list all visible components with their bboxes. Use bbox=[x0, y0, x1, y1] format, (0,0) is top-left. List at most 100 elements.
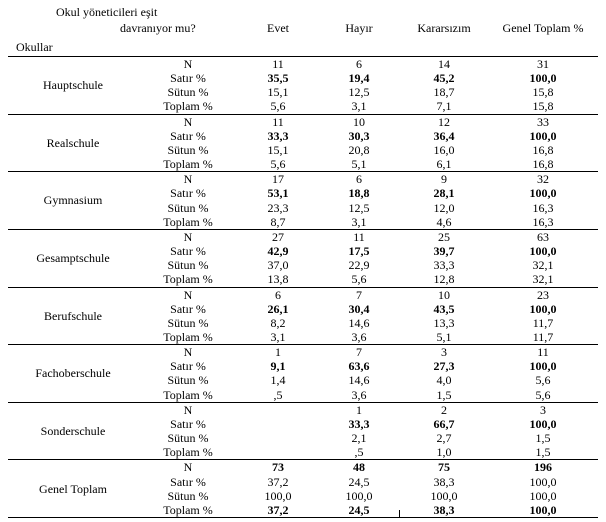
metric-label: Sütun % bbox=[138, 143, 238, 157]
column-headers: Evet Hayır Kararsızım Genel Toplam % bbox=[8, 21, 598, 36]
cell-karar: 75 bbox=[400, 460, 488, 475]
cell-hayir: 6 bbox=[318, 57, 400, 71]
metric-label: Toplam % bbox=[138, 330, 238, 345]
cell-hayir: 3,1 bbox=[318, 99, 400, 114]
cell-total: 196 bbox=[488, 460, 598, 475]
cell-hayir: 33,3 bbox=[318, 417, 400, 431]
cell-total: 16,3 bbox=[488, 215, 598, 230]
metric-label: Sütun % bbox=[138, 489, 238, 503]
cell-karar: 2 bbox=[400, 402, 488, 417]
cell-evet: 23,3 bbox=[238, 201, 318, 215]
cell-evet: 35,5 bbox=[238, 71, 318, 85]
table-header: Okul yöneticileri eşit davranıyor mu? Ok… bbox=[8, 4, 598, 57]
cell-karar: 16,0 bbox=[400, 143, 488, 157]
table-row: Genel ToplamN734875196 bbox=[8, 460, 598, 475]
cell-evet: 3,1 bbox=[238, 330, 318, 345]
header-question-line1: Okul yöneticileri eşit bbox=[56, 6, 157, 20]
cell-evet: 37,0 bbox=[238, 258, 318, 272]
school-name: Genel Toplam bbox=[8, 460, 138, 518]
data-table: HauptschuleN1161431Satır %35,519,445,210… bbox=[8, 57, 598, 518]
metric-label: Toplam % bbox=[138, 503, 238, 518]
metric-label: Satır % bbox=[138, 186, 238, 200]
cell-evet: 73 bbox=[238, 460, 318, 475]
cell-evet: 26,1 bbox=[238, 302, 318, 316]
cell-total: 3 bbox=[488, 402, 598, 417]
cell-karar: 3 bbox=[400, 345, 488, 360]
cell-total: 100,0 bbox=[488, 71, 598, 85]
cell-hayir: 100,0 bbox=[318, 489, 400, 503]
cell-evet: 5,6 bbox=[238, 157, 318, 172]
cell-total: 100,0 bbox=[488, 129, 598, 143]
cell-hayir: 11 bbox=[318, 229, 400, 244]
school-name: Realschule bbox=[8, 114, 138, 172]
table-row: SonderschuleN123 bbox=[8, 402, 598, 417]
table-row: FachoberschuleN17311 bbox=[8, 345, 598, 360]
metric-label: N bbox=[138, 229, 238, 244]
cell-karar: 13,3 bbox=[400, 316, 488, 330]
metric-label: N bbox=[138, 345, 238, 360]
metric-label: Sütun % bbox=[138, 258, 238, 272]
cell-evet bbox=[238, 431, 318, 445]
table-row: GesamptschuleN27112563 bbox=[8, 229, 598, 244]
metric-label: Satır % bbox=[138, 244, 238, 258]
cell-evet: 33,3 bbox=[238, 129, 318, 143]
cell-karar: 1,0 bbox=[400, 445, 488, 460]
cell-karar: 100,0 bbox=[400, 489, 488, 503]
metric-label: Toplam % bbox=[138, 215, 238, 230]
col-total: Genel Toplam % bbox=[488, 21, 598, 36]
cell-hayir: 5,6 bbox=[318, 272, 400, 287]
cell-karar: 5,1 bbox=[400, 330, 488, 345]
school-name: Hauptschule bbox=[8, 57, 138, 114]
cell-hayir: 63,6 bbox=[318, 359, 400, 373]
cell-karar: 45,2 bbox=[400, 71, 488, 85]
cell-total: 100,0 bbox=[488, 244, 598, 258]
cell-evet: 37,2 bbox=[238, 503, 318, 518]
metric-label: Sütun % bbox=[138, 316, 238, 330]
cell-total: 32,1 bbox=[488, 258, 598, 272]
cell-karar: 25 bbox=[400, 229, 488, 244]
cell-total: 11 bbox=[488, 345, 598, 360]
cell-total: 31 bbox=[488, 57, 598, 71]
cell-evet: 8,7 bbox=[238, 215, 318, 230]
cell-karar: 6,1 bbox=[400, 157, 488, 172]
cell-total: 100,0 bbox=[488, 489, 598, 503]
cell-hayir: 3,6 bbox=[318, 388, 400, 403]
metric-label: Toplam % bbox=[138, 99, 238, 114]
cell-hayir: 7 bbox=[318, 345, 400, 360]
cell-total: 100,0 bbox=[488, 475, 598, 489]
cell-evet: 8,2 bbox=[238, 316, 318, 330]
cell-evet: 11 bbox=[238, 114, 318, 129]
cell-total: 100,0 bbox=[488, 186, 598, 200]
cell-total: 5,6 bbox=[488, 373, 598, 387]
metric-label: Toplam % bbox=[138, 445, 238, 460]
cell-total: 33 bbox=[488, 114, 598, 129]
col-hayir: Hayır bbox=[318, 21, 400, 36]
cell-karar: 66,7 bbox=[400, 417, 488, 431]
table-row: BerufschuleN671023 bbox=[8, 287, 598, 302]
cell-hayir: 5,1 bbox=[318, 157, 400, 172]
metric-label: N bbox=[138, 114, 238, 129]
cell-evet: 37,2 bbox=[238, 475, 318, 489]
cell-total: 100,0 bbox=[488, 503, 598, 518]
metric-label: Satır % bbox=[138, 302, 238, 316]
cell-total: 15,8 bbox=[488, 99, 598, 114]
school-name: Sonderschule bbox=[8, 402, 138, 460]
cell-hayir: 3,1 bbox=[318, 215, 400, 230]
cell-karar: 2,7 bbox=[400, 431, 488, 445]
metric-label: N bbox=[138, 402, 238, 417]
metric-label: N bbox=[138, 57, 238, 71]
cell-hayir: 17,5 bbox=[318, 244, 400, 258]
cell-total: 16,8 bbox=[488, 143, 598, 157]
cell-evet: 42,9 bbox=[238, 244, 318, 258]
cell-evet bbox=[238, 417, 318, 431]
cell-hayir: 20,8 bbox=[318, 143, 400, 157]
cell-hayir: 18,8 bbox=[318, 186, 400, 200]
col-karar: Kararsızım bbox=[400, 21, 488, 36]
metric-label: Satır % bbox=[138, 71, 238, 85]
cell-hayir: 10 bbox=[318, 114, 400, 129]
cell-total: 1,5 bbox=[488, 431, 598, 445]
cell-hayir: 14,6 bbox=[318, 316, 400, 330]
cell-karar: 12,0 bbox=[400, 201, 488, 215]
cell-evet: 15,1 bbox=[238, 85, 318, 99]
cell-karar: 43,5 bbox=[400, 302, 488, 316]
